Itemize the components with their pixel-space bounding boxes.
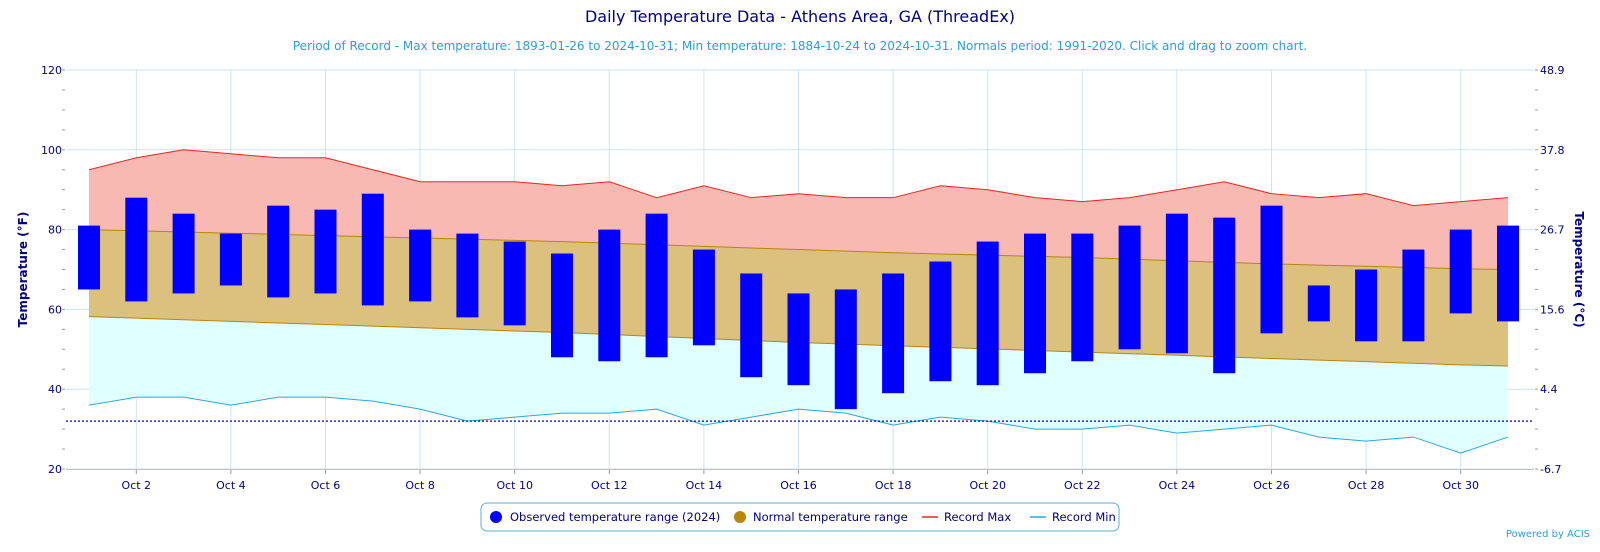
credits-link[interactable]: Powered by ACIS: [1505, 529, 1590, 540]
observed-bar[interactable]: [645, 213, 668, 358]
legend-item-observed-marker: [490, 511, 502, 523]
x-tick-label: Oct 14: [686, 479, 723, 492]
y-right-tick-label: 37.8: [1540, 144, 1565, 157]
observed-bar[interactable]: [692, 249, 715, 346]
observed-bar[interactable]: [267, 205, 290, 298]
observed-bar[interactable]: [1024, 233, 1046, 374]
observed-bar[interactable]: [456, 233, 479, 318]
y-axis-title: Temperature (°F): [16, 212, 30, 328]
observed-bar[interactable]: [314, 209, 337, 294]
record-max-line: [88, 149, 1509, 207]
legend-item-normal[interactable]: Normal temperature range: [753, 510, 908, 524]
x-tick-label: Oct 24: [1159, 479, 1196, 492]
legend-box: [480, 502, 1120, 532]
y-tick-label: 120: [41, 64, 62, 77]
x-tick-label: Oct 20: [969, 479, 1006, 492]
observed-bar[interactable]: [976, 241, 999, 386]
x-tick-label: Oct 4: [216, 479, 246, 492]
observed-bar[interactable]: [1260, 205, 1283, 334]
x-tick-label: Oct 2: [122, 479, 152, 492]
x-tick-label: Oct 6: [311, 479, 341, 492]
legend-item-normal-marker: [734, 511, 746, 523]
observed-bar[interactable]: [1213, 217, 1236, 374]
y-right-tick-label: -6.7: [1540, 463, 1561, 476]
observed-bar[interactable]: [740, 273, 763, 378]
observed-bar[interactable]: [929, 261, 952, 382]
observed-bar[interactable]: [1071, 233, 1094, 362]
observed-bar[interactable]: [219, 233, 242, 286]
y-right-axis-title: Temperature (°C): [1572, 211, 1586, 327]
observed-bar[interactable]: [834, 289, 857, 410]
x-tick-label: Oct 10: [496, 479, 533, 492]
record-min-line: [88, 396, 1509, 454]
chart-subtitle: Period of Record - Max temperature: 1893…: [292, 39, 1308, 53]
y-tick-label: 40: [48, 383, 62, 396]
y-tick-label: 60: [48, 303, 62, 316]
observed-bar[interactable]: [1355, 269, 1378, 342]
observed-bar[interactable]: [361, 193, 384, 306]
legend-item-record-min[interactable]: Record Min: [1052, 510, 1116, 524]
legend-item-record-max[interactable]: Record Max: [944, 510, 1011, 524]
observed-bar[interactable]: [1165, 213, 1188, 354]
y-right-tick-label: 26.7: [1540, 224, 1565, 237]
observed-bar[interactable]: [1449, 229, 1472, 314]
x-tick-label: Oct 18: [875, 479, 912, 492]
observed-bar[interactable]: [598, 229, 621, 362]
x-tick-label: Oct 8: [405, 479, 435, 492]
y-tick-label: 80: [48, 224, 62, 237]
x-tick-label: Oct 30: [1442, 479, 1479, 492]
y-right-tick-label: 48.9: [1540, 64, 1565, 77]
legend-item-observed[interactable]: Observed temperature range (2024): [510, 510, 720, 524]
observed-bar[interactable]: [172, 213, 195, 294]
observed-bars: [78, 193, 1519, 410]
x-tick-label: Oct 26: [1253, 479, 1290, 492]
y-tick-label: 100: [41, 144, 62, 157]
observed-bar[interactable]: [1118, 225, 1141, 350]
observed-bar[interactable]: [78, 225, 100, 290]
observed-bar[interactable]: [551, 253, 573, 358]
observed-bar[interactable]: [125, 197, 148, 302]
x-tick-label: Oct 16: [780, 479, 817, 492]
observed-bar[interactable]: [882, 273, 905, 394]
y-tick-label: 20: [48, 463, 62, 476]
y-right-tick-label: 4.4: [1540, 383, 1558, 396]
observed-bar[interactable]: [1402, 249, 1425, 342]
chart-title: Daily Temperature Data - Athens Area, GA…: [584, 7, 1016, 26]
x-tick-label: Oct 12: [591, 479, 628, 492]
x-tick-label: Oct 22: [1064, 479, 1101, 492]
y-right-tick-label: 15.6: [1540, 303, 1565, 316]
observed-bar[interactable]: [1307, 285, 1330, 322]
observed-bar[interactable]: [503, 241, 526, 326]
axes: 20 -6.7 40 4.4 60 15.6 80 26.7 100 37.8 120 48.9 Oct…: [16, 64, 1586, 492]
observed-bar[interactable]: [1497, 225, 1519, 322]
observed-bar[interactable]: [409, 229, 432, 302]
x-tick-label: Oct 28: [1348, 479, 1385, 492]
legend[interactable]: Observed temperature range (2024) Normal …: [480, 502, 1120, 532]
observed-bar[interactable]: [787, 293, 810, 386]
record-max-band: [89, 149, 1508, 270]
